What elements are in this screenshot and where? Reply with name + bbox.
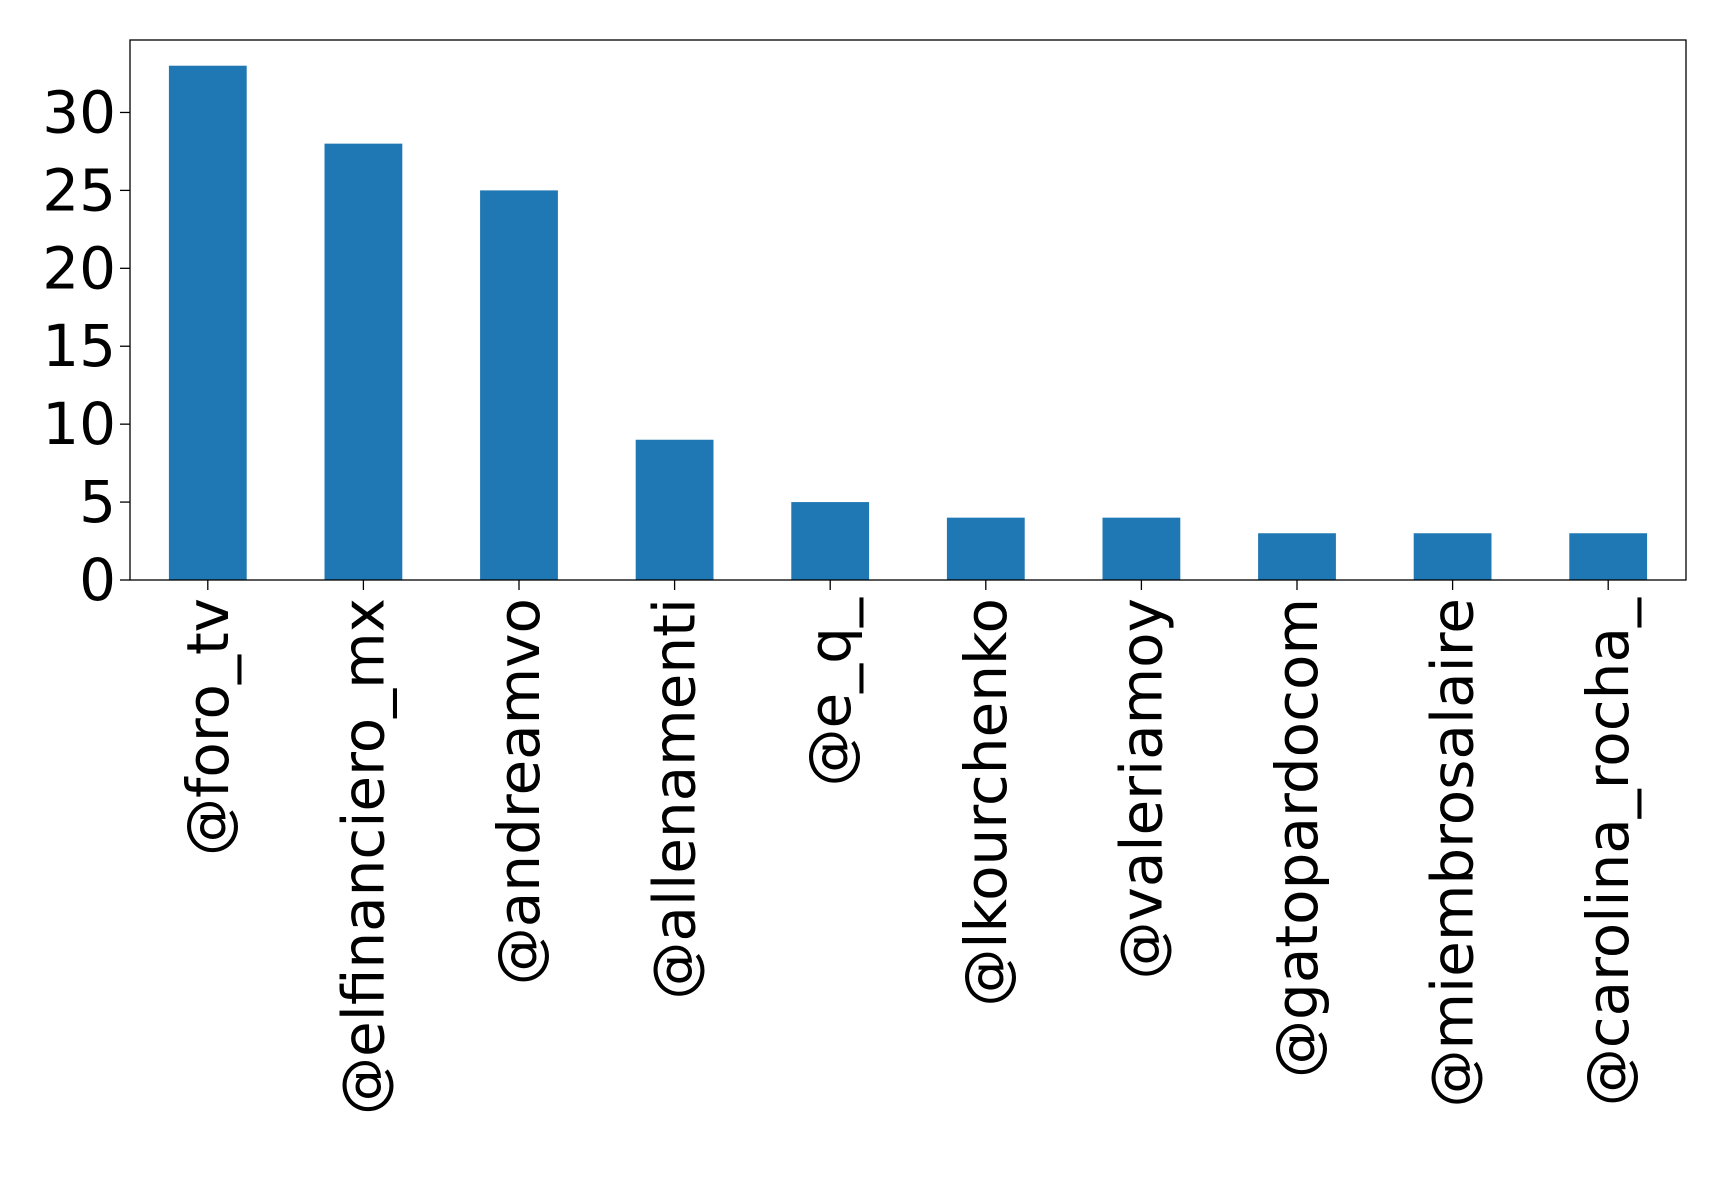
x-tick-label: @andreamvo bbox=[485, 598, 553, 985]
bar bbox=[791, 502, 870, 580]
plot-area bbox=[129, 39, 1687, 581]
plot-frame bbox=[129, 39, 1687, 581]
bar bbox=[168, 65, 247, 580]
bar bbox=[1413, 533, 1492, 580]
bar bbox=[480, 190, 558, 580]
y-tick-label: 0 bbox=[79, 546, 116, 614]
bar bbox=[635, 439, 714, 580]
y-tick-label: 5 bbox=[79, 468, 116, 536]
y-tick-label: 10 bbox=[42, 390, 116, 458]
x-tick-label: @foro_tv bbox=[174, 598, 242, 856]
bar bbox=[1102, 517, 1181, 580]
x-tick-label: @e_q_ bbox=[796, 597, 864, 787]
bars-group bbox=[168, 65, 1648, 580]
x-tick-label: @allenamenti bbox=[641, 598, 709, 1000]
x-tick-label: @valeriamoy bbox=[1107, 598, 1175, 979]
bar bbox=[324, 143, 403, 580]
y-axis: 0 5 10 15 20 25 30 bbox=[42, 78, 130, 614]
y-tick-label: 30 bbox=[42, 78, 116, 146]
x-tick-label: @lkourchenko bbox=[952, 598, 1020, 1007]
y-tick-label: 25 bbox=[42, 156, 116, 224]
bar bbox=[946, 517, 1025, 580]
x-tick-label: @carolina_rocha_ bbox=[1574, 597, 1642, 1106]
bar bbox=[1569, 533, 1648, 580]
x-tick-label: @elfinanciero_mx bbox=[329, 598, 397, 1115]
x-tick-label: @gatopardocom bbox=[1263, 598, 1331, 1078]
x-tick-label: @miembrosalaire bbox=[1419, 598, 1487, 1107]
y-tick-label: 15 bbox=[42, 312, 116, 380]
bar bbox=[1258, 533, 1336, 580]
x-axis: @foro_tv @elfinanciero_mx @andreamvo @allen… bbox=[174, 580, 1642, 1115]
y-tick-label: 20 bbox=[42, 234, 116, 302]
